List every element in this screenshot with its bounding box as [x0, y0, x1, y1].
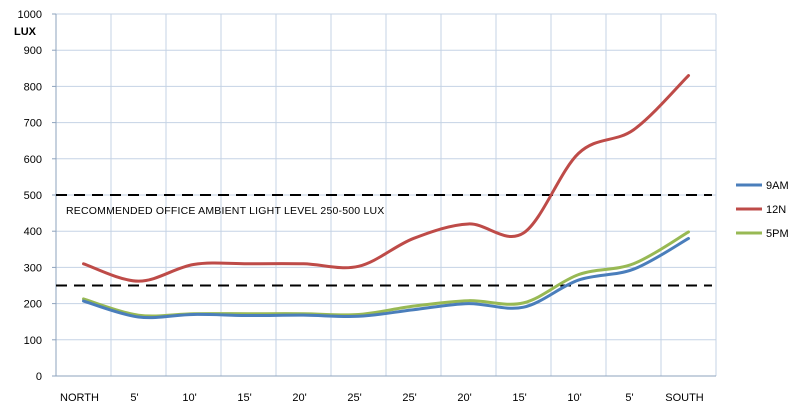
series-line-12n [82, 74, 690, 283]
y-tick-label: 700 [24, 118, 42, 130]
legend: 9AM 12N 5PM [736, 180, 789, 240]
y-tick-label: 100 [24, 335, 42, 347]
y-tick-label: 1000 [18, 9, 42, 21]
y-axis: 0 100 200 300 400 500 600 700 800 900 1000 [18, 9, 56, 383]
series-lines [82, 74, 690, 320]
y-tick-label: 400 [24, 226, 42, 238]
reference-lines [56, 194, 712, 287]
x-tick-label: 5' [130, 392, 138, 404]
x-tick-label: 15' [237, 392, 251, 404]
x-tick-label: 10' [567, 392, 581, 404]
recommended-range-annotation: RECOMMENDED OFFICE AMBIENT LIGHT LEVEL 2… [66, 205, 384, 217]
y-tick-label: 800 [24, 81, 42, 93]
series-line-9am [82, 236, 690, 320]
y-unit-label: LUX [14, 26, 37, 38]
x-tick-label: 20' [292, 392, 306, 404]
x-tick-label: 25' [347, 392, 361, 404]
x-axis: NORTH 5' 10' 15' 20' 25' 25' 20' 15' 10' 5' SOUTH [60, 392, 704, 404]
x-tick-label: 25' [402, 392, 416, 404]
y-tick-label: 600 [24, 154, 42, 166]
y-tick-label: 200 [24, 299, 42, 311]
x-tick-label: NORTH [60, 392, 99, 404]
x-tick-label: 10' [182, 392, 196, 404]
legend-label-9am: 9AM [766, 180, 789, 192]
x-tick-label: 15' [512, 392, 526, 404]
y-tick-label: 500 [24, 190, 42, 202]
x-tick-label: 20' [457, 392, 471, 404]
x-tick-label: SOUTH [665, 392, 704, 404]
legend-label-12n: 12N [766, 204, 786, 216]
y-tick-label: 300 [24, 262, 42, 274]
legend-label-5pm: 5PM [766, 228, 789, 240]
y-tick-label: 0 [36, 371, 42, 383]
x-tick-label: 5' [625, 392, 633, 404]
y-tick-label: 900 [24, 45, 42, 57]
